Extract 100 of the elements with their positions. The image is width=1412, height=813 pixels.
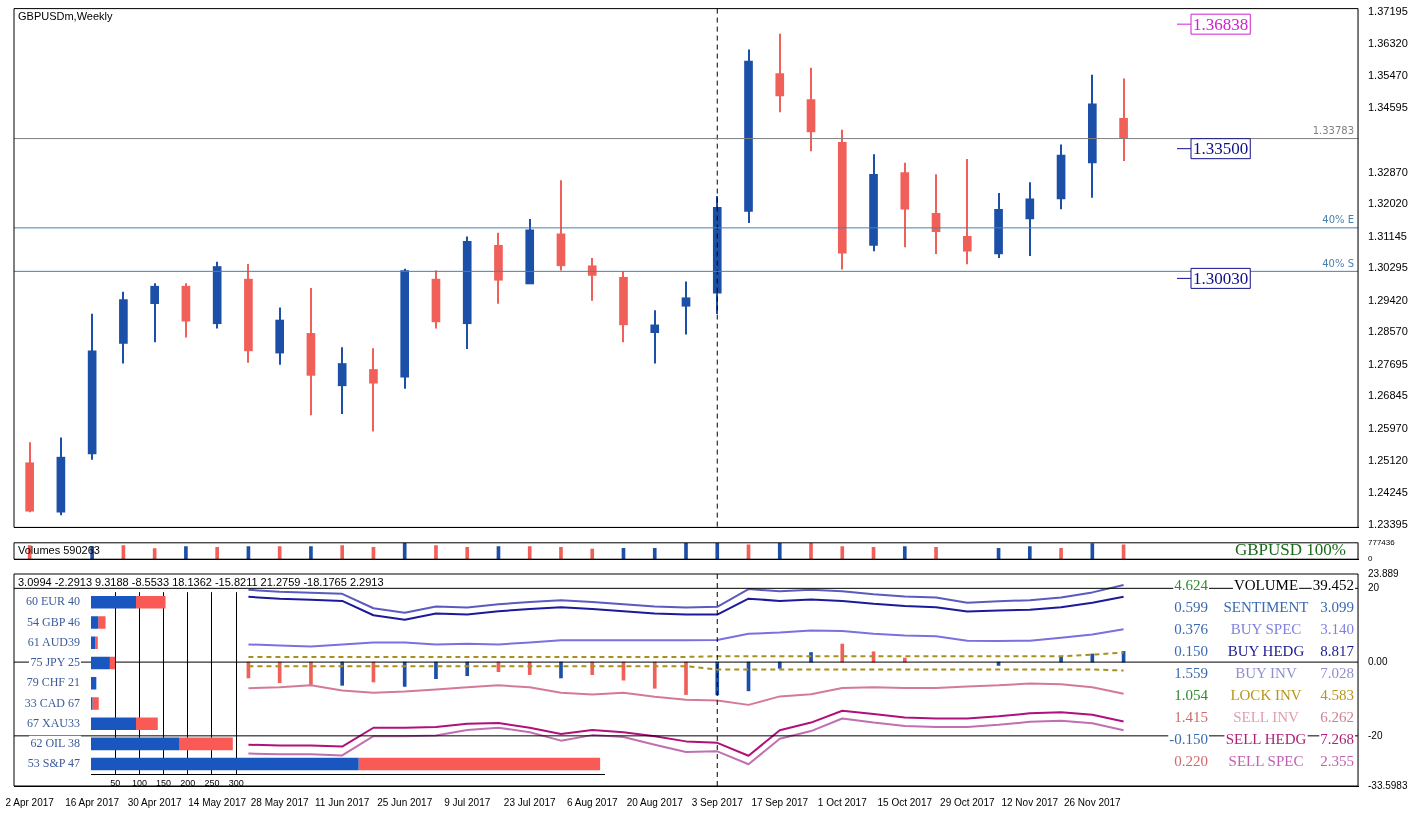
- y-tick-label: 1.37195: [1368, 4, 1408, 17]
- annotation: 3.099: [1320, 598, 1354, 615]
- candlestick: [650, 309, 660, 365]
- y-tick-label: 33 CAD 67: [24, 695, 80, 710]
- x-tick-label: 17 Sep 2017: [751, 796, 809, 808]
- annotation: 6.262: [1320, 708, 1354, 725]
- bar: [358, 757, 601, 771]
- y-tick-label: -33.5983: [1368, 779, 1408, 791]
- y-tick-label: 1.30295: [1368, 261, 1408, 274]
- bar: [590, 548, 595, 560]
- bar: [527, 546, 532, 560]
- y-tick-label: 75 JPY 25: [30, 655, 80, 670]
- bar: [402, 661, 407, 687]
- bar: [902, 546, 907, 560]
- x-tick-label: 29 Oct 2017: [940, 796, 995, 808]
- bar: [559, 547, 563, 560]
- candlestick: [962, 158, 972, 266]
- annotation: 39.452: [1312, 576, 1354, 593]
- x-tick-label: 250: [204, 778, 220, 789]
- annotation: 1.33500: [1193, 139, 1249, 159]
- y-tick-label: 1.29420: [1368, 293, 1408, 306]
- y-tick-label: 53 S&P 47: [27, 756, 80, 771]
- y-tick-label: 1.34595: [1368, 101, 1408, 114]
- annotation: 0.150: [1174, 642, 1208, 659]
- bar: [91, 656, 110, 670]
- bar: [434, 661, 438, 680]
- x-tick-label: 20 Aug 2017: [626, 796, 684, 808]
- bar: [215, 547, 219, 560]
- y-tick-label: 1.35470: [1368, 68, 1408, 81]
- x-tick-label: 26 Nov 2017: [1063, 796, 1122, 808]
- bar: [309, 546, 313, 560]
- x-tick-label: 16 Apr 2017: [65, 796, 120, 808]
- bar: [652, 547, 657, 560]
- bar: [98, 616, 106, 629]
- y-tick-label: 1.28570: [1368, 325, 1408, 338]
- y-tick-label: 79 CHF 21: [26, 675, 80, 690]
- x-tick-label: 11 Jun 2017: [315, 796, 370, 808]
- annotation: 0.376: [1174, 620, 1209, 637]
- y-tick-label: 1.32020: [1368, 197, 1408, 210]
- x-tick-label: 200: [180, 778, 196, 789]
- ref-line-label: 1.33783: [1312, 125, 1354, 137]
- bar: [91, 717, 137, 730]
- candlestick: [681, 280, 691, 336]
- bar: [277, 546, 282, 560]
- y-tick-label: 62 OIL 38: [30, 736, 80, 751]
- annotation: 8.817: [1320, 642, 1355, 659]
- candlestick: [150, 282, 159, 344]
- y-tick-label: -20: [1368, 729, 1383, 741]
- bar: [91, 636, 96, 650]
- annotation: BUY SPEC: [1230, 620, 1302, 637]
- candlestick: [1119, 77, 1128, 162]
- bar: [91, 616, 99, 629]
- bar: [109, 656, 116, 670]
- candlestick: [775, 32, 785, 114]
- bar: [840, 546, 845, 560]
- x-tick-label: 3 Sep 2017: [691, 796, 744, 808]
- y-tick-label: 54 GBP 46: [27, 614, 80, 629]
- candlestick: [587, 256, 597, 302]
- annotation: LOCK INV: [1230, 686, 1302, 703]
- annotation: BUY HEDG: [1227, 642, 1305, 659]
- x-tick-label: 9 Jul 2017: [444, 796, 491, 808]
- bar: [91, 596, 137, 609]
- y-tick-label: 67 XAU33: [27, 715, 80, 730]
- bar: [559, 661, 563, 679]
- x-tick-label: 300: [228, 778, 244, 789]
- annotation: 3.140: [1320, 620, 1354, 637]
- y-tick-label: 61 AUD39: [27, 634, 80, 649]
- annotation: -0.150: [1169, 730, 1208, 747]
- x-tick-label: 15 Oct 2017: [877, 796, 933, 808]
- bar: [91, 676, 97, 690]
- candlestick: [369, 347, 378, 433]
- annotation: 1.30030: [1193, 268, 1249, 288]
- bar: [1059, 547, 1063, 560]
- bar: [1090, 543, 1095, 560]
- x-tick-label: 28 May 2017: [250, 796, 310, 808]
- ref-line-label: 40% E: [1322, 214, 1354, 226]
- annotation: 7.028: [1320, 664, 1354, 681]
- bar: [777, 542, 782, 560]
- x-tick-label: 150: [156, 778, 172, 789]
- bar: [402, 542, 407, 560]
- candlestick: [337, 346, 347, 416]
- bar: [92, 697, 99, 710]
- y-tick-label: 20: [1368, 582, 1380, 594]
- annotation: 1.36838: [1193, 14, 1249, 34]
- annotation: 0.220: [1174, 752, 1208, 769]
- bar: [434, 545, 438, 560]
- bar: [934, 547, 938, 560]
- x-tick-label: 2 Apr 2017: [5, 796, 55, 808]
- y-tick-label: 1.25120: [1368, 453, 1408, 466]
- y-tick-label: 23.889: [1368, 567, 1400, 579]
- x-tick-label: 23 Jul 2017: [503, 796, 557, 808]
- bar: [91, 757, 359, 771]
- bar: [809, 542, 813, 560]
- chart-title: 3.0994 -2.2913 9.3188 -8.5533 18.1362 -15.8211 21.2759 -18.1765 2.2913: [18, 575, 384, 588]
- y-tick-label: 1.31145: [1368, 229, 1407, 242]
- annotation: SELL HEDG: [1225, 730, 1307, 747]
- x-tick-label: 12 Nov 2017: [1001, 796, 1059, 808]
- annotation: SENTIMENT: [1223, 598, 1309, 615]
- annotation: 1.054: [1174, 686, 1209, 703]
- x-tick-label: 100: [131, 778, 147, 789]
